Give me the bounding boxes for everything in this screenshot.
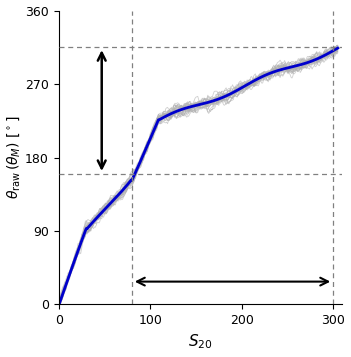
X-axis label: $S_{20}$: $S_{20}$ (188, 333, 213, 351)
Y-axis label: $\theta_{\mathrm{raw}}\,(\theta_M)$ [$^\circ$]: $\theta_{\mathrm{raw}}\,(\theta_M)$ [$^\… (6, 116, 22, 199)
